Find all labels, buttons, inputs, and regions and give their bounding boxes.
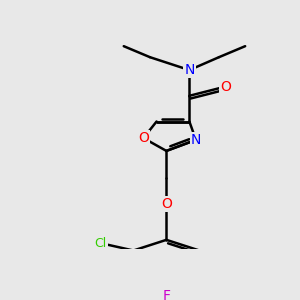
Text: F: F: [162, 290, 170, 300]
Text: O: O: [220, 80, 231, 94]
Text: Cl: Cl: [94, 237, 107, 250]
Text: O: O: [138, 131, 149, 145]
Text: N: N: [191, 133, 201, 147]
Text: O: O: [161, 197, 172, 211]
Text: N: N: [184, 63, 195, 77]
